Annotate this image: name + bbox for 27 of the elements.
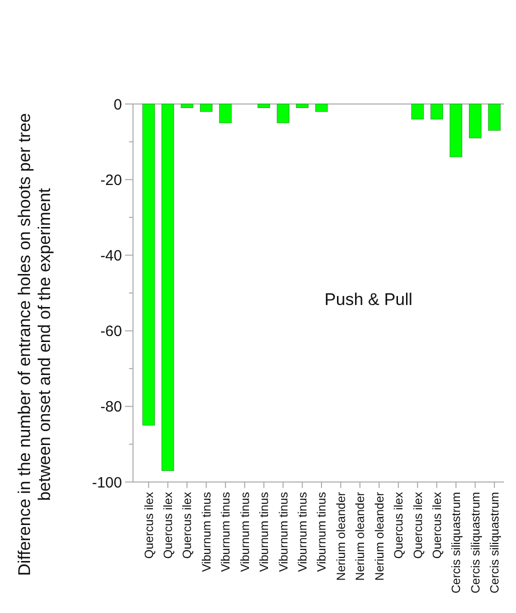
x-tick-label: Viburnum tinus bbox=[295, 492, 310, 572]
y-tick-label: 0 bbox=[114, 96, 122, 114]
x-tick-label: Cercis siliquastrum bbox=[468, 492, 482, 594]
y-tick-label: -40 bbox=[100, 247, 122, 264]
x-tick-label: Viburnum tinus bbox=[238, 492, 252, 572]
x-tick-label: Quercus ilex bbox=[142, 492, 156, 559]
x-tick-label: Quercus ilex bbox=[410, 492, 425, 559]
x-tick-label: Cercis siliquastrum bbox=[488, 492, 502, 594]
x-tick-label: Viburnum tinus bbox=[314, 492, 329, 572]
y-tick-label: -100 bbox=[92, 474, 122, 492]
annotation: Push & Pull bbox=[324, 290, 412, 309]
x-tick-label: Quercus ilex bbox=[161, 492, 176, 559]
y-axis-title: Difference in the number of entrance holes on shoots per tree between onset and end of the experiment bbox=[15, 113, 54, 576]
y-tick-label: -80 bbox=[100, 398, 122, 416]
x-tick-label: Quercus ilex bbox=[430, 492, 444, 559]
x-tick-label: Quercus ilex bbox=[180, 492, 194, 559]
x-tick-label: Viburnum tinus bbox=[218, 492, 233, 572]
x-tick-label: Nerium oleander bbox=[334, 492, 348, 581]
x-tick-label: Quercus ilex bbox=[392, 492, 406, 559]
x-tick-label: Viburnum tinus bbox=[276, 492, 290, 572]
x-tick-label: Nerium oleander bbox=[372, 492, 386, 581]
y-tick-label: -60 bbox=[100, 323, 122, 340]
x-tick-label: Viburnum tinus bbox=[257, 492, 272, 572]
x-tick-label: Viburnum tinus bbox=[199, 492, 214, 572]
x-tick-label: Nerium oleander bbox=[353, 492, 368, 581]
y-tick-label: -20 bbox=[100, 172, 122, 189]
x-tick-label: Cercis siliquastrum bbox=[449, 492, 464, 594]
